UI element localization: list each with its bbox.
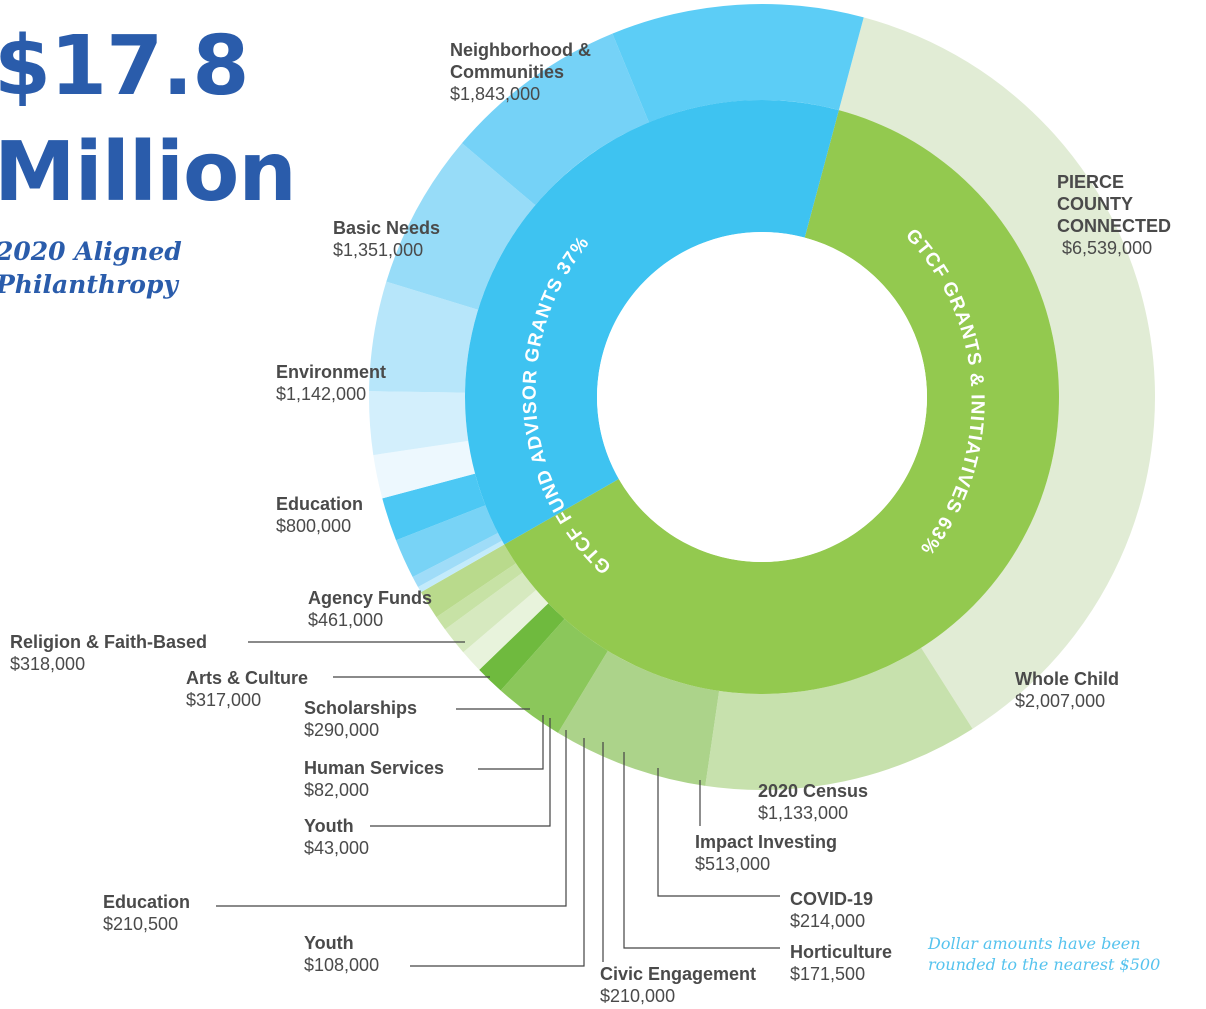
label-name-education-10: Education xyxy=(103,892,190,912)
label-name-youth-9: Youth xyxy=(304,816,354,836)
outer-slice-environment-0 xyxy=(386,143,536,310)
outer-slice-covid-19-1 xyxy=(479,603,565,691)
outer-slice-agency-funds-0 xyxy=(369,391,469,456)
label-name-neighborhood-communities-0-0: Neighborhood & xyxy=(450,40,591,60)
label-name-neighborhood-communities-0-1: Communities xyxy=(450,62,564,82)
inner-ring xyxy=(464,99,1059,694)
outer-slice-youth-1 xyxy=(436,563,523,630)
outer-slice-2020-census-1 xyxy=(557,650,720,786)
label-amount-scholarships-7: $290,000 xyxy=(304,720,379,740)
outer-slice-basic-needs-0 xyxy=(461,33,649,206)
label-amount-arts-culture-6: $317,000 xyxy=(186,690,261,710)
label-amount-agency-funds-4: $461,000 xyxy=(308,610,383,630)
label-amount-pierce-county-connected-18: $6,539,000 xyxy=(1062,238,1152,258)
label-amount-youth-9: $43,000 xyxy=(304,838,369,858)
subtitle-line1: 2020 Aligned xyxy=(0,237,182,266)
subtitle-line2: Philanthropy xyxy=(0,270,178,299)
outer-slice-horticulture-1 xyxy=(463,589,549,670)
outer-slice-youth-0 xyxy=(418,540,505,593)
leader-line-8 xyxy=(623,752,780,949)
label-amount-neighborhood-communities-0: $1,843,000 xyxy=(450,84,540,104)
label-name-2020-census-16: 2020 Census xyxy=(758,781,868,801)
outer-slice-human-services-0 xyxy=(412,533,503,588)
label-amount-human-services-8: $82,000 xyxy=(304,780,369,800)
outer-slice-education-0 xyxy=(369,281,479,393)
label-name-civic-engagement-12: Civic Engagement xyxy=(600,964,756,984)
rounding-note-line2: rounded to the nearest $500 xyxy=(928,954,1161,974)
leader-line-9 xyxy=(657,768,780,897)
inner-slice-gtcf-grants-initiatives xyxy=(504,110,1059,694)
outer-slice-education-1 xyxy=(420,544,516,618)
label-amount-education-10: $210,500 xyxy=(103,914,178,934)
label-name-education-3: Education xyxy=(276,494,363,514)
label-amount-horticulture-13: $171,500 xyxy=(790,964,865,984)
label-name-environment-2: Environment xyxy=(276,362,386,382)
total-amount: $17.8 xyxy=(0,19,249,114)
label-amount-youth-11: $108,000 xyxy=(304,955,379,975)
label-name-religion-faith-based-5: Religion & Faith-Based xyxy=(10,632,207,652)
rounding-note: Dollar amounts have been rounded to the … xyxy=(928,934,1206,976)
label-amount-education-3: $800,000 xyxy=(276,516,351,536)
rounding-note-line1: Dollar amounts have been xyxy=(928,934,1141,953)
outer-slice-scholarships-0 xyxy=(396,505,498,577)
leader-line-4 xyxy=(370,718,551,827)
outer-ring xyxy=(369,3,1155,790)
leader-lines xyxy=(216,641,780,967)
outer-slice-civic-engagement-1 xyxy=(445,572,537,653)
label-amount-covid-19-14: $214,000 xyxy=(790,911,865,931)
outer-slice-religion-faith-based-0 xyxy=(373,440,476,499)
label-name-youth-11: Youth xyxy=(304,933,354,953)
inner-slice-gtcf-fund-advisor-grants xyxy=(464,99,839,545)
leader-line-5 xyxy=(216,730,567,907)
label-name-pierce-county-connected-18-1: COUNTY xyxy=(1057,194,1133,214)
leader-line-6 xyxy=(410,738,585,967)
category-labels: Neighborhood &Communities$1,843,000 Basic… xyxy=(10,40,1171,1006)
label-name-horticulture-13: Horticulture xyxy=(790,942,892,962)
label-name-arts-culture-6: Arts & Culture xyxy=(186,668,308,688)
label-amount-civic-engagement-12: $210,000 xyxy=(600,986,675,1006)
label-name-basic-needs-1: Basic Needs xyxy=(333,218,440,238)
label-amount-2020-census-16: $1,133,000 xyxy=(758,803,848,823)
outer-slice-impact-investing-1 xyxy=(500,618,608,733)
outer-slice-pierce-county-connected-1 xyxy=(838,17,1155,729)
label-name-impact-investing-15: Impact Investing xyxy=(695,832,837,852)
label-name-covid-19-14: COVID-19 xyxy=(790,889,873,909)
label-name-pierce-county-connected-18-2: CONNECTED xyxy=(1057,216,1171,236)
outer-slice-neighborhood-communities-0 xyxy=(612,3,864,123)
leader-line-3 xyxy=(478,715,544,770)
label-name-scholarships-7: Scholarships xyxy=(304,698,417,718)
label-amount-whole-child-17: $2,007,000 xyxy=(1015,691,1105,711)
label-amount-religion-faith-based-5: $318,000 xyxy=(10,654,85,674)
label-name-human-services-8: Human Services xyxy=(304,758,444,778)
outer-slice-arts-culture-0 xyxy=(382,473,486,541)
outer-slice-whole-child-1 xyxy=(705,647,973,790)
center-hole xyxy=(597,232,927,562)
label-name-agency-funds-4: Agency Funds xyxy=(308,588,432,608)
label-amount-basic-needs-1: $1,351,000 xyxy=(333,240,423,260)
label-name-pierce-county-connected-18-0: PIERCE xyxy=(1057,172,1124,192)
total-unit: Million xyxy=(0,125,297,220)
label-amount-impact-investing-15: $513,000 xyxy=(695,854,770,874)
label-name-whole-child-17: Whole Child xyxy=(1015,669,1119,689)
label-amount-environment-2: $1,142,000 xyxy=(276,384,366,404)
